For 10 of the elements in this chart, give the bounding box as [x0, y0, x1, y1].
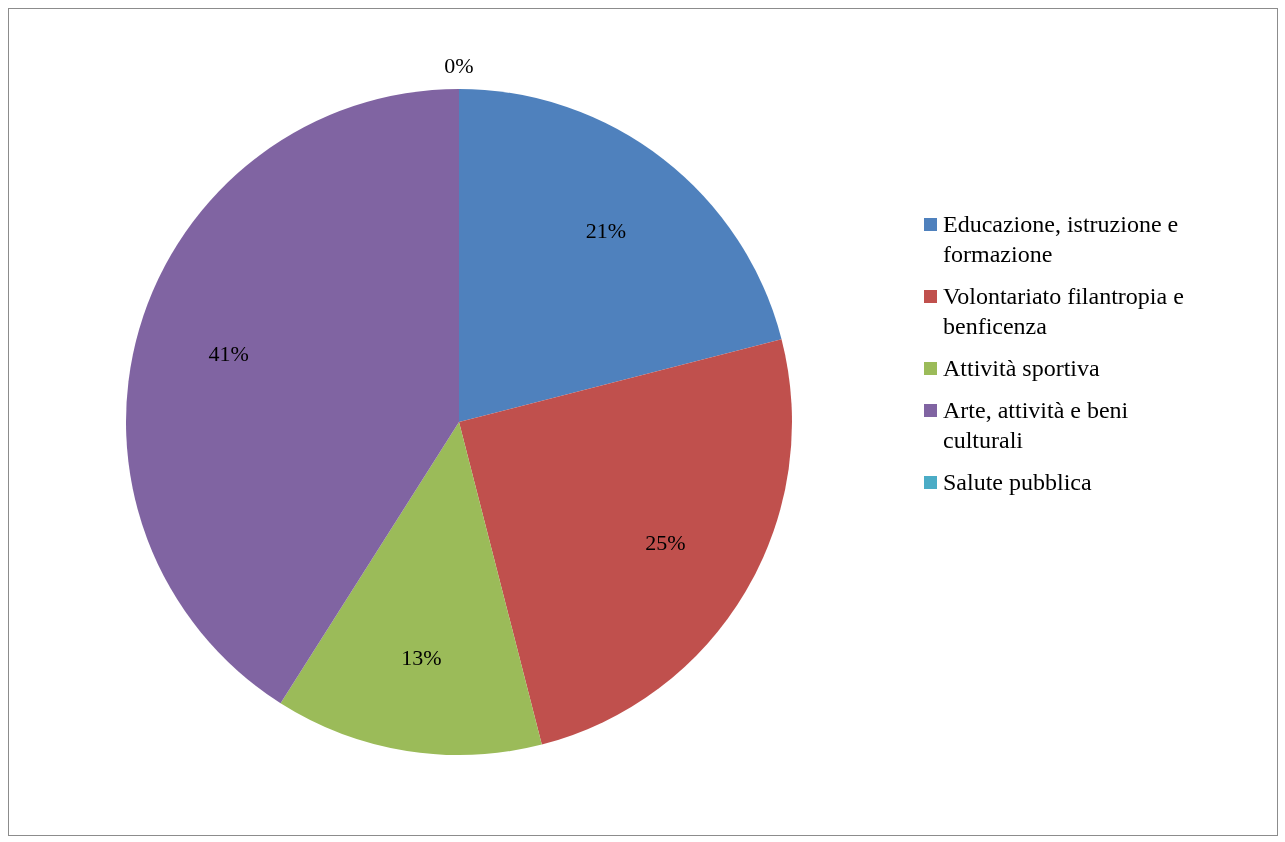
data-label: 21%	[585, 218, 627, 244]
data-label: 41%	[208, 340, 249, 366]
legend-label: Arte, attività e beni culturali	[943, 396, 1130, 455]
data-label: 13%	[401, 644, 442, 670]
text: 0%	[444, 52, 474, 78]
legend-label: Volontariato filantropia e benficenza	[943, 282, 1185, 341]
legend-label: Educazione, istruzione e formazione	[943, 210, 1180, 269]
legend-label: Attività sportiva	[943, 354, 1100, 383]
data-label: 25%	[645, 529, 686, 555]
legend-label: Salute pubblica	[943, 468, 1092, 497]
